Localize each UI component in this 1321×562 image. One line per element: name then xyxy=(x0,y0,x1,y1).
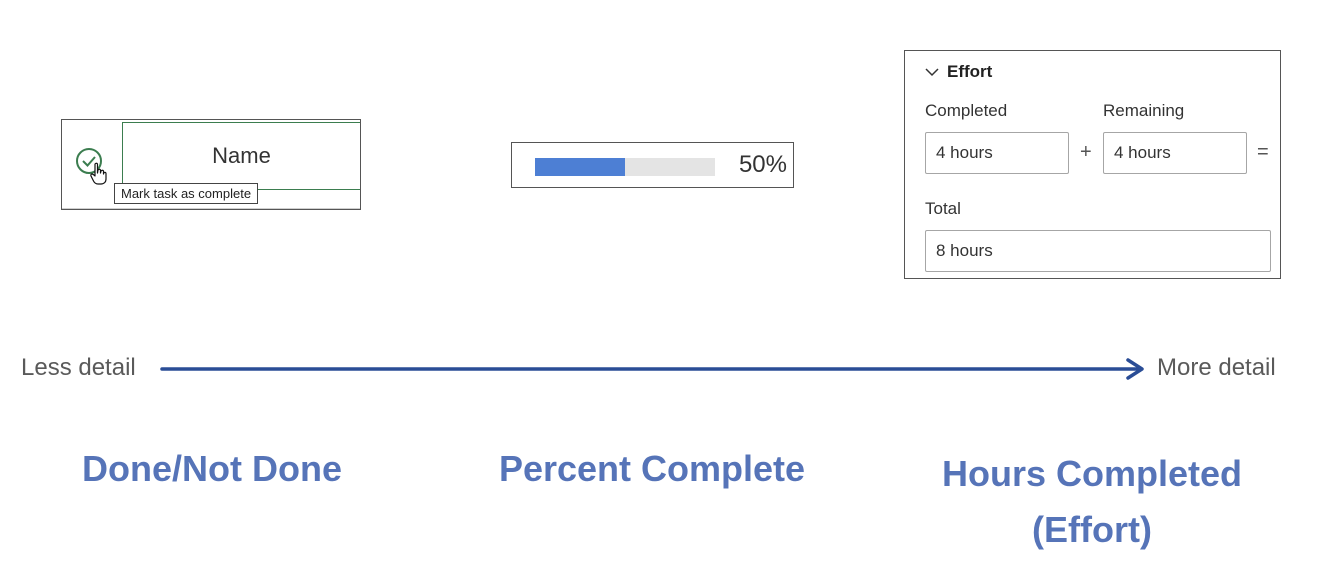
category-percent-complete: Percent Complete xyxy=(452,448,852,490)
progress-bar[interactable] xyxy=(535,158,715,176)
progress-percent-label: 50% xyxy=(738,151,787,178)
hand-pointer-icon xyxy=(90,162,107,185)
completed-label: Completed xyxy=(925,101,1008,120)
detail-scale-arrow xyxy=(160,358,1144,380)
remaining-hours-field[interactable]: 4 hours xyxy=(1103,132,1247,174)
category-hours-completed: Hours Completed (Effort) xyxy=(902,446,1282,558)
less-detail-label: Less detail xyxy=(21,354,136,381)
completed-hours-field[interactable]: 4 hours xyxy=(925,132,1069,174)
effort-title: Effort xyxy=(947,62,993,81)
progress-fill xyxy=(535,158,625,176)
total-label: Total xyxy=(925,199,961,218)
category-sublabel: (Effort) xyxy=(1032,509,1152,550)
completed-hours-value: 4 hours xyxy=(936,143,993,162)
category-label: Percent Complete xyxy=(498,448,806,489)
equals-sign: = xyxy=(1257,141,1269,163)
task-row-panel: Name Mark task as complete xyxy=(61,119,361,210)
remaining-label: Remaining xyxy=(1103,101,1185,120)
effort-section-toggle[interactable]: Effort xyxy=(925,62,992,82)
circle-check-icon[interactable] xyxy=(74,146,104,176)
category-done-not-done: Done/Not Done xyxy=(32,448,392,490)
effort-panel: Effort Completed Remaining 4 hours + 4 h… xyxy=(904,50,1281,279)
name-header-label: Name xyxy=(212,143,271,168)
total-hours-value: 8 hours xyxy=(936,241,993,260)
remaining-hours-value: 4 hours xyxy=(1114,143,1171,162)
more-detail-label: More detail xyxy=(1157,354,1276,381)
category-label: Done/Not Done xyxy=(82,448,342,489)
category-label: Hours Completed xyxy=(941,453,1243,494)
name-column-header[interactable]: Name xyxy=(122,122,360,190)
progress-panel: 50% xyxy=(511,142,794,188)
total-hours-field[interactable]: 8 hours xyxy=(925,230,1271,272)
row-divider xyxy=(62,208,360,209)
tooltip: Mark task as complete xyxy=(114,183,259,204)
chevron-down-icon xyxy=(925,68,939,77)
plus-sign: + xyxy=(1080,141,1092,163)
